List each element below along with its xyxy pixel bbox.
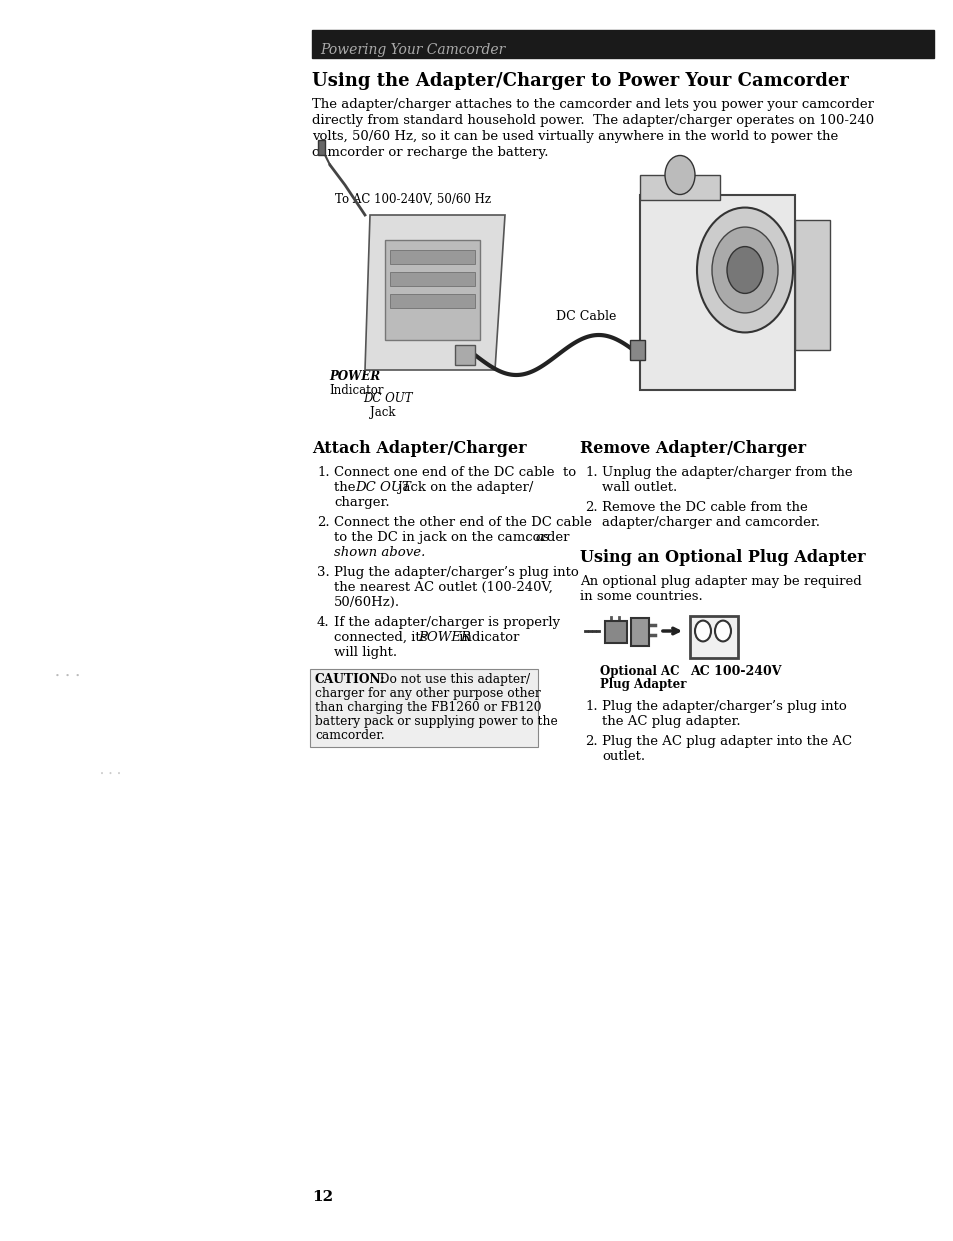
Bar — [312, 30, 933, 58]
Text: directly from standard household power.  The adapter/charger operates on 100-240: directly from standard household power. … — [312, 114, 873, 127]
Polygon shape — [317, 140, 325, 155]
Text: outlet.: outlet. — [601, 750, 644, 763]
Text: Powering Your Camcorder: Powering Your Camcorder — [319, 43, 505, 57]
Text: jack on the adapter/: jack on the adapter/ — [394, 482, 533, 494]
Text: 1.: 1. — [584, 467, 597, 479]
Text: Plug the adapter/charger’s plug into: Plug the adapter/charger’s plug into — [334, 566, 578, 580]
Text: 3.: 3. — [316, 566, 330, 580]
Polygon shape — [365, 215, 504, 370]
Circle shape — [664, 155, 695, 195]
Text: connected, its: connected, its — [334, 630, 431, 644]
Text: Plug the adapter/charger’s plug into: Plug the adapter/charger’s plug into — [601, 700, 846, 714]
Bar — [310, 669, 537, 747]
Text: 2.: 2. — [316, 516, 330, 529]
Text: To AC 100-240V, 50/60 Hz: To AC 100-240V, 50/60 Hz — [335, 194, 491, 206]
Text: Do not use this adapter/: Do not use this adapter/ — [372, 673, 530, 686]
Text: Attach Adapter/Charger: Attach Adapter/Charger — [312, 441, 526, 457]
Text: POWER: POWER — [417, 630, 471, 644]
Bar — [390, 272, 475, 285]
Text: battery pack or supplying power to the: battery pack or supplying power to the — [314, 715, 558, 728]
Circle shape — [726, 247, 762, 293]
Text: Indicator: Indicator — [329, 383, 383, 397]
Text: Connect one end of the DC cable  to: Connect one end of the DC cable to — [334, 467, 576, 479]
Text: An optional plug adapter may be required: An optional plug adapter may be required — [579, 575, 861, 588]
Text: indicator: indicator — [455, 630, 518, 644]
Bar — [639, 175, 720, 200]
Text: in some countries.: in some countries. — [579, 589, 702, 603]
Text: Remove Adapter/Charger: Remove Adapter/Charger — [579, 441, 805, 457]
Text: AC 100-240V: AC 100-240V — [689, 665, 781, 678]
Text: the nearest AC outlet (100-240V,: the nearest AC outlet (100-240V, — [334, 581, 553, 594]
Text: 4.: 4. — [316, 616, 330, 629]
Bar — [604, 620, 626, 643]
Bar — [455, 345, 475, 365]
Text: Remove the DC cable from the: Remove the DC cable from the — [601, 501, 807, 514]
Text: 12: 12 — [312, 1190, 333, 1204]
Bar — [639, 195, 794, 390]
Circle shape — [695, 620, 710, 642]
Text: The adapter/charger attaches to the camcorder and lets you power your camcorder: The adapter/charger attaches to the camc… — [312, 98, 873, 110]
Text: Jack: Jack — [370, 406, 395, 419]
Text: to the DC in jack on the camcorder: to the DC in jack on the camcorder — [334, 531, 573, 544]
Text: wall outlet.: wall outlet. — [601, 482, 677, 494]
Text: 50/60Hz).: 50/60Hz). — [334, 596, 399, 609]
Text: Plug the AC plug adapter into the AC: Plug the AC plug adapter into the AC — [601, 735, 851, 748]
Text: Using the Adapter/Charger to Power Your Camcorder: Using the Adapter/Charger to Power Your … — [312, 72, 848, 91]
Circle shape — [714, 620, 730, 642]
Bar — [390, 249, 475, 264]
Text: shown above.: shown above. — [334, 546, 425, 558]
Text: •  •  •: • • • — [100, 769, 121, 778]
Text: Connect the other end of the DC cable: Connect the other end of the DC cable — [334, 516, 591, 529]
Text: camcorder.: camcorder. — [314, 728, 384, 742]
Bar — [390, 294, 475, 308]
Text: Using an Optional Plug Adapter: Using an Optional Plug Adapter — [579, 549, 864, 566]
Text: the AC plug adapter.: the AC plug adapter. — [601, 715, 740, 728]
Text: DC Cable: DC Cable — [556, 310, 616, 323]
Text: 2.: 2. — [584, 735, 597, 748]
Text: charger for any other purpose other: charger for any other purpose other — [314, 688, 540, 700]
Text: 1.: 1. — [584, 700, 597, 714]
Text: Plug Adapter: Plug Adapter — [599, 678, 686, 691]
Text: volts, 50/60 Hz, so it can be used virtually anywhere in the world to power the: volts, 50/60 Hz, so it can be used virtu… — [312, 130, 838, 143]
Text: will light.: will light. — [334, 647, 396, 659]
Circle shape — [711, 227, 778, 313]
Bar — [385, 240, 479, 340]
Bar — [794, 220, 829, 350]
Text: Optional AC: Optional AC — [599, 665, 679, 678]
Text: charger.: charger. — [334, 496, 389, 509]
Bar — [689, 616, 738, 658]
Text: than charging the FB1260 or FB120: than charging the FB1260 or FB120 — [314, 701, 541, 714]
Text: as: as — [536, 531, 550, 544]
Text: DC OUT: DC OUT — [363, 392, 412, 405]
Bar — [629, 340, 644, 360]
Text: DC OUT: DC OUT — [355, 482, 411, 494]
Bar — [630, 618, 648, 647]
Circle shape — [697, 207, 792, 333]
Text: 2.: 2. — [584, 501, 597, 514]
Text: •  •  •: • • • — [55, 671, 80, 680]
Text: POWER: POWER — [329, 370, 379, 383]
Text: adapter/charger and camcorder.: adapter/charger and camcorder. — [601, 516, 820, 529]
Text: Unplug the adapter/charger from the: Unplug the adapter/charger from the — [601, 467, 852, 479]
Text: camcorder or recharge the battery.: camcorder or recharge the battery. — [312, 146, 548, 159]
Text: the: the — [334, 482, 359, 494]
Text: 1.: 1. — [316, 467, 330, 479]
Text: If the adapter/charger is properly: If the adapter/charger is properly — [334, 616, 559, 629]
Text: CAUTION:: CAUTION: — [314, 673, 385, 686]
